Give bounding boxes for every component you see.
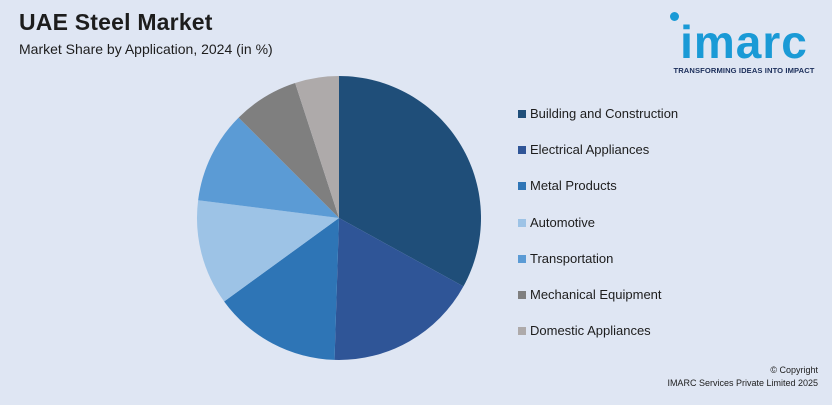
legend-item: Automotive (518, 215, 678, 251)
copyright-line-2: IMARC Services Private Limited 2025 (667, 378, 818, 388)
legend-swatch (518, 254, 526, 263)
legend-swatch (518, 290, 526, 299)
pie-slice-transportation (198, 117, 339, 218)
legend-item: Mechanical Equipment (518, 287, 678, 323)
pie-slice-domestic-appliances (295, 76, 339, 218)
pie-chart (197, 76, 481, 360)
chart-title: UAE Steel Market (19, 9, 213, 35)
logo-wordmark: imarc (680, 16, 808, 68)
legend-item: Domestic Appliances (518, 323, 678, 359)
chart-legend: Building and Construction Electrical Appl… (518, 106, 678, 359)
legend-item: Transportation (518, 251, 678, 287)
pie-slice-mechanical-equipment (238, 82, 339, 218)
imarc-logo: imarc TRANSFORMING IDEAS INTO IMPACT (664, 6, 824, 76)
pie-slices (197, 76, 481, 360)
legend-swatch (518, 146, 526, 155)
pie-slice-building-and-construction (339, 76, 481, 287)
legend-label: Metal Products (530, 178, 617, 194)
pie-slice-automotive (197, 200, 339, 302)
legend-label: Domestic Appliances (530, 323, 651, 339)
logo-tagline: TRANSFORMING IDEAS INTO IMPACT (673, 66, 815, 75)
legend-swatch (518, 218, 526, 227)
logo-dot-icon (670, 12, 679, 21)
legend-label: Transportation (530, 250, 614, 266)
legend-label: Building and Construction (530, 106, 679, 121)
pie-slice-electrical-appliances (334, 218, 464, 360)
copyright-notice: © Copyright IMARC Services Private Limit… (667, 364, 818, 390)
legend-item: Electrical Appliances (518, 142, 678, 178)
chart-subtitle: Market Share by Application, 2024 (in %) (19, 41, 273, 57)
legend-label: Electrical Appliances (530, 142, 650, 158)
legend-item: Building and Construction (518, 106, 678, 142)
legend-swatch (518, 110, 526, 118)
legend-label: Mechanical Equipment (530, 286, 662, 302)
pie-slice-metal-products (224, 218, 339, 360)
copyright-line-1: © Copyright (770, 365, 818, 375)
legend-swatch (518, 327, 526, 336)
legend-swatch (518, 182, 526, 191)
legend-item: Metal Products (518, 178, 678, 214)
legend-label: Automotive (530, 214, 596, 230)
